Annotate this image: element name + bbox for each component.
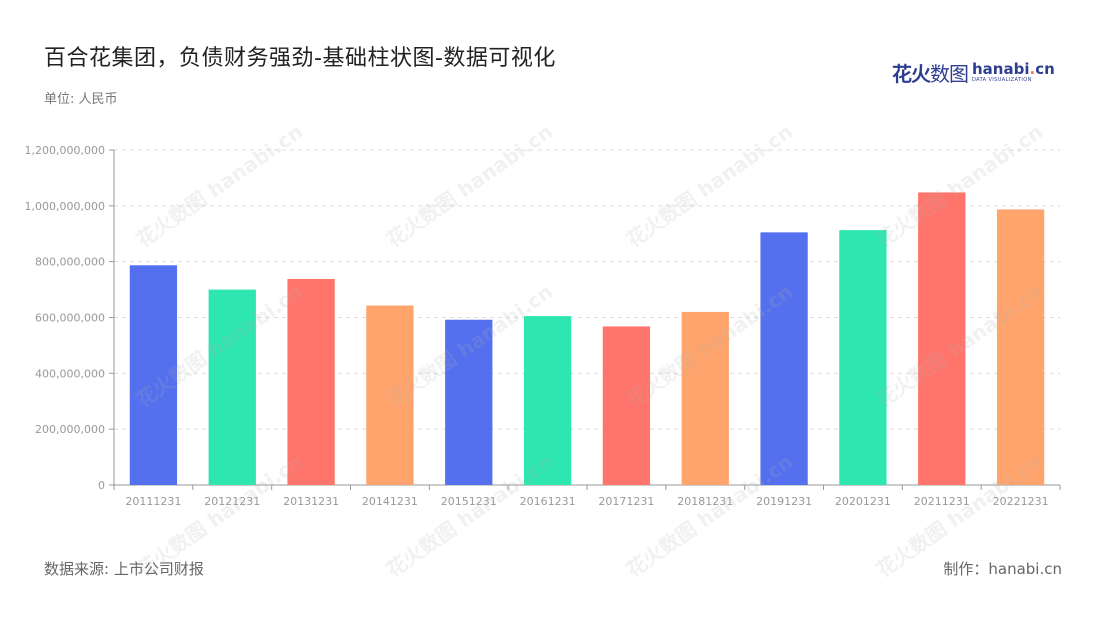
y-tick-label: 200,000,000 <box>35 423 105 436</box>
bar <box>681 311 729 485</box>
bar <box>523 316 572 485</box>
brand-logo[interactable]: 花火数图 hanabi.cn DATA VISUALIZATION <box>892 58 1055 86</box>
logo-en-main-b: cn <box>1035 59 1055 78</box>
x-tick-label: 20201231 <box>835 495 891 508</box>
chart-title: 百合花集团，负债财务强劲-基础柱状图-数据可视化 <box>44 46 556 71</box>
x-tick-label: 20211231 <box>914 495 970 508</box>
data-source: 数据来源: 上市公司财报 <box>44 560 204 578</box>
bar <box>366 305 414 485</box>
logo-en-main-a: hanabi <box>972 59 1030 78</box>
credit-text[interactable]: 制作：hanabi.cn <box>943 560 1062 578</box>
y-tick-label: 1,000,000,000 <box>25 200 105 213</box>
x-tick-label: 20121231 <box>204 495 260 508</box>
x-tick-label: 20181231 <box>677 495 733 508</box>
logo-cn-thin: 数图 <box>930 61 969 86</box>
x-tick-label: 20171231 <box>598 495 654 508</box>
bar <box>918 192 966 485</box>
y-tick-label: 1,200,000,000 <box>25 144 105 157</box>
unit-label: 单位: 人民币 <box>44 92 118 107</box>
logo-chinese: 花火数图 <box>892 58 969 87</box>
y-tick-label: 400,000,000 <box>35 367 105 380</box>
bar <box>129 265 178 485</box>
logo-en-sub: DATA VISUALIZATION <box>972 76 1032 83</box>
y-tick-label: 800,000,000 <box>35 256 105 269</box>
x-tick-label: 20191231 <box>756 495 812 508</box>
logo-en-dot: . <box>1029 59 1036 78</box>
x-tick-label: 20141231 <box>362 495 418 508</box>
x-tick-label: 20161231 <box>520 495 576 508</box>
y-tick-label: 600,000,000 <box>35 312 105 325</box>
bar <box>602 326 651 485</box>
bar <box>208 289 256 485</box>
logo-english: hanabi.cn DATA VISUALIZATION <box>972 59 1055 83</box>
bar <box>445 319 493 485</box>
logo-cn-bold: 花火 <box>892 61 931 86</box>
bar <box>760 232 808 485</box>
x-tick-label: 20151231 <box>441 495 497 508</box>
bar <box>996 209 1045 485</box>
bar <box>287 278 335 485</box>
y-tick-label: 0 <box>98 479 105 492</box>
bar <box>839 230 887 485</box>
x-tick-label: 20221231 <box>993 495 1049 508</box>
x-tick-label: 20111231 <box>125 495 181 508</box>
x-tick-label: 20131231 <box>283 495 339 508</box>
logo-en-main: hanabi.cn <box>972 59 1055 78</box>
